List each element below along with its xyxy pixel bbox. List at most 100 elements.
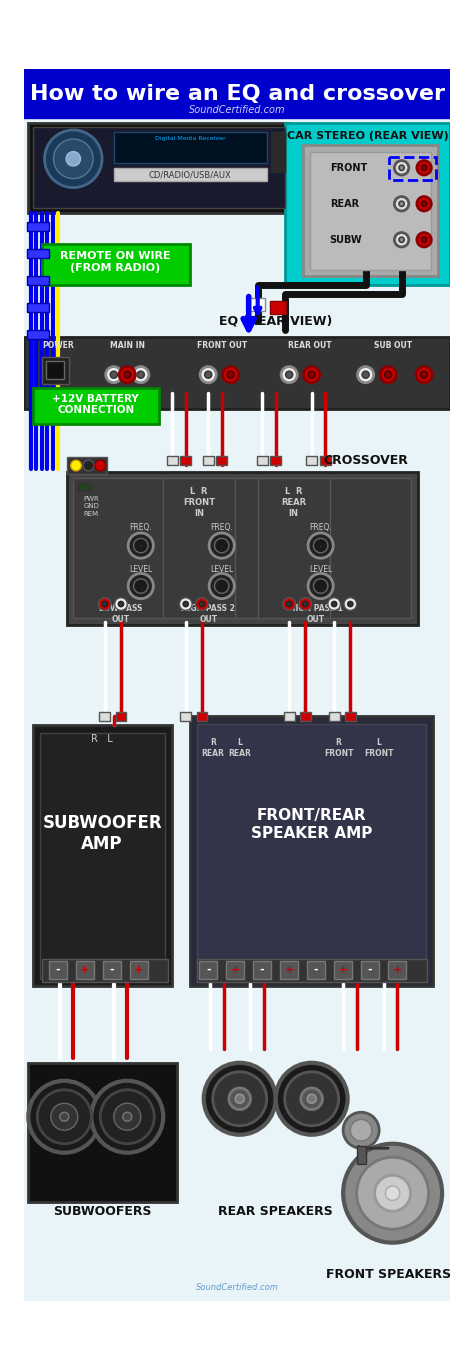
- Circle shape: [45, 130, 102, 188]
- Circle shape: [137, 371, 145, 378]
- Bar: [356, 1147, 365, 1164]
- Text: REMOTE ON WIRE
(FROM RADIO): REMOTE ON WIRE (FROM RADIO): [60, 252, 171, 273]
- Bar: [114, 167, 267, 181]
- Bar: [253, 962, 271, 980]
- Circle shape: [215, 580, 229, 593]
- Text: +: +: [81, 964, 90, 975]
- Bar: [361, 962, 379, 980]
- Text: REAR OUT: REAR OUT: [288, 341, 332, 351]
- Bar: [216, 456, 227, 464]
- Bar: [42, 244, 190, 285]
- Circle shape: [180, 597, 192, 611]
- Circle shape: [229, 1088, 250, 1110]
- Bar: [130, 962, 148, 980]
- Circle shape: [60, 1112, 69, 1121]
- Circle shape: [417, 160, 431, 175]
- Circle shape: [301, 1088, 322, 1110]
- Circle shape: [308, 371, 315, 378]
- Circle shape: [66, 152, 81, 166]
- Bar: [226, 962, 244, 980]
- Circle shape: [199, 601, 205, 607]
- Text: +: +: [230, 964, 240, 975]
- Circle shape: [91, 1081, 163, 1152]
- Circle shape: [51, 1103, 78, 1130]
- Bar: [280, 962, 298, 980]
- Text: +: +: [284, 964, 294, 975]
- Text: SUB OUT: SUB OUT: [374, 341, 412, 351]
- Circle shape: [196, 597, 208, 611]
- Text: FRONT: FRONT: [329, 163, 367, 173]
- Circle shape: [110, 371, 118, 378]
- Bar: [257, 456, 268, 464]
- Text: FREQ.: FREQ.: [129, 523, 152, 532]
- Circle shape: [134, 580, 148, 593]
- Circle shape: [115, 597, 127, 611]
- Text: EQ (REAR VIEW): EQ (REAR VIEW): [219, 314, 332, 327]
- Circle shape: [313, 580, 328, 593]
- Circle shape: [286, 601, 292, 607]
- Circle shape: [106, 367, 122, 382]
- Bar: [271, 132, 285, 173]
- Text: SoundCertified.com: SoundCertified.com: [189, 105, 285, 115]
- Bar: [285, 123, 450, 285]
- Circle shape: [328, 597, 340, 611]
- Text: .: .: [140, 543, 142, 548]
- Circle shape: [204, 1063, 276, 1134]
- Circle shape: [331, 601, 337, 607]
- Bar: [300, 712, 311, 721]
- Bar: [303, 145, 438, 275]
- Text: LEVEL: LEVEL: [210, 566, 233, 574]
- Circle shape: [421, 201, 427, 207]
- Bar: [42, 356, 69, 384]
- Circle shape: [308, 533, 333, 558]
- Text: +: +: [338, 964, 348, 975]
- Text: How to wire an EQ and crossover: How to wire an EQ and crossover: [29, 84, 445, 104]
- Bar: [198, 723, 426, 980]
- Circle shape: [421, 166, 427, 170]
- Bar: [197, 712, 207, 721]
- Text: R   L: R L: [91, 734, 113, 744]
- Bar: [163, 478, 235, 618]
- Circle shape: [223, 367, 239, 382]
- Text: HIGH PASS 1
OUT: HIGH PASS 1 OUT: [289, 604, 343, 623]
- Bar: [199, 962, 217, 980]
- Circle shape: [183, 601, 189, 607]
- Bar: [203, 456, 214, 464]
- Text: SUBW: SUBW: [329, 234, 362, 245]
- Bar: [307, 962, 325, 980]
- Bar: [103, 962, 121, 980]
- Text: FREQ.: FREQ.: [210, 523, 233, 532]
- Bar: [76, 962, 94, 980]
- Text: REAR SPEAKERS: REAR SPEAKERS: [219, 1204, 333, 1218]
- Bar: [24, 68, 450, 118]
- Circle shape: [119, 367, 136, 382]
- Circle shape: [283, 597, 295, 611]
- Text: IN: IN: [194, 508, 204, 518]
- Circle shape: [343, 1144, 442, 1243]
- Circle shape: [394, 196, 409, 211]
- Bar: [33, 127, 285, 208]
- Circle shape: [114, 1103, 141, 1130]
- Text: REM: REM: [84, 511, 99, 516]
- Bar: [28, 1063, 177, 1203]
- Circle shape: [299, 597, 312, 611]
- Circle shape: [200, 367, 216, 382]
- Text: R
REAR: R REAR: [201, 738, 224, 758]
- Bar: [190, 717, 433, 986]
- Text: .: .: [221, 543, 223, 548]
- Bar: [310, 152, 431, 270]
- Bar: [100, 712, 110, 721]
- Circle shape: [313, 538, 328, 552]
- Text: REAR: REAR: [329, 199, 359, 208]
- Circle shape: [215, 538, 229, 552]
- Bar: [306, 456, 317, 464]
- Circle shape: [209, 574, 234, 599]
- Circle shape: [394, 160, 409, 175]
- Bar: [180, 712, 191, 721]
- Circle shape: [235, 1095, 244, 1103]
- Circle shape: [123, 1112, 132, 1121]
- Circle shape: [399, 166, 404, 170]
- Circle shape: [384, 371, 392, 378]
- Text: L  R: L R: [191, 488, 208, 496]
- Circle shape: [95, 460, 106, 471]
